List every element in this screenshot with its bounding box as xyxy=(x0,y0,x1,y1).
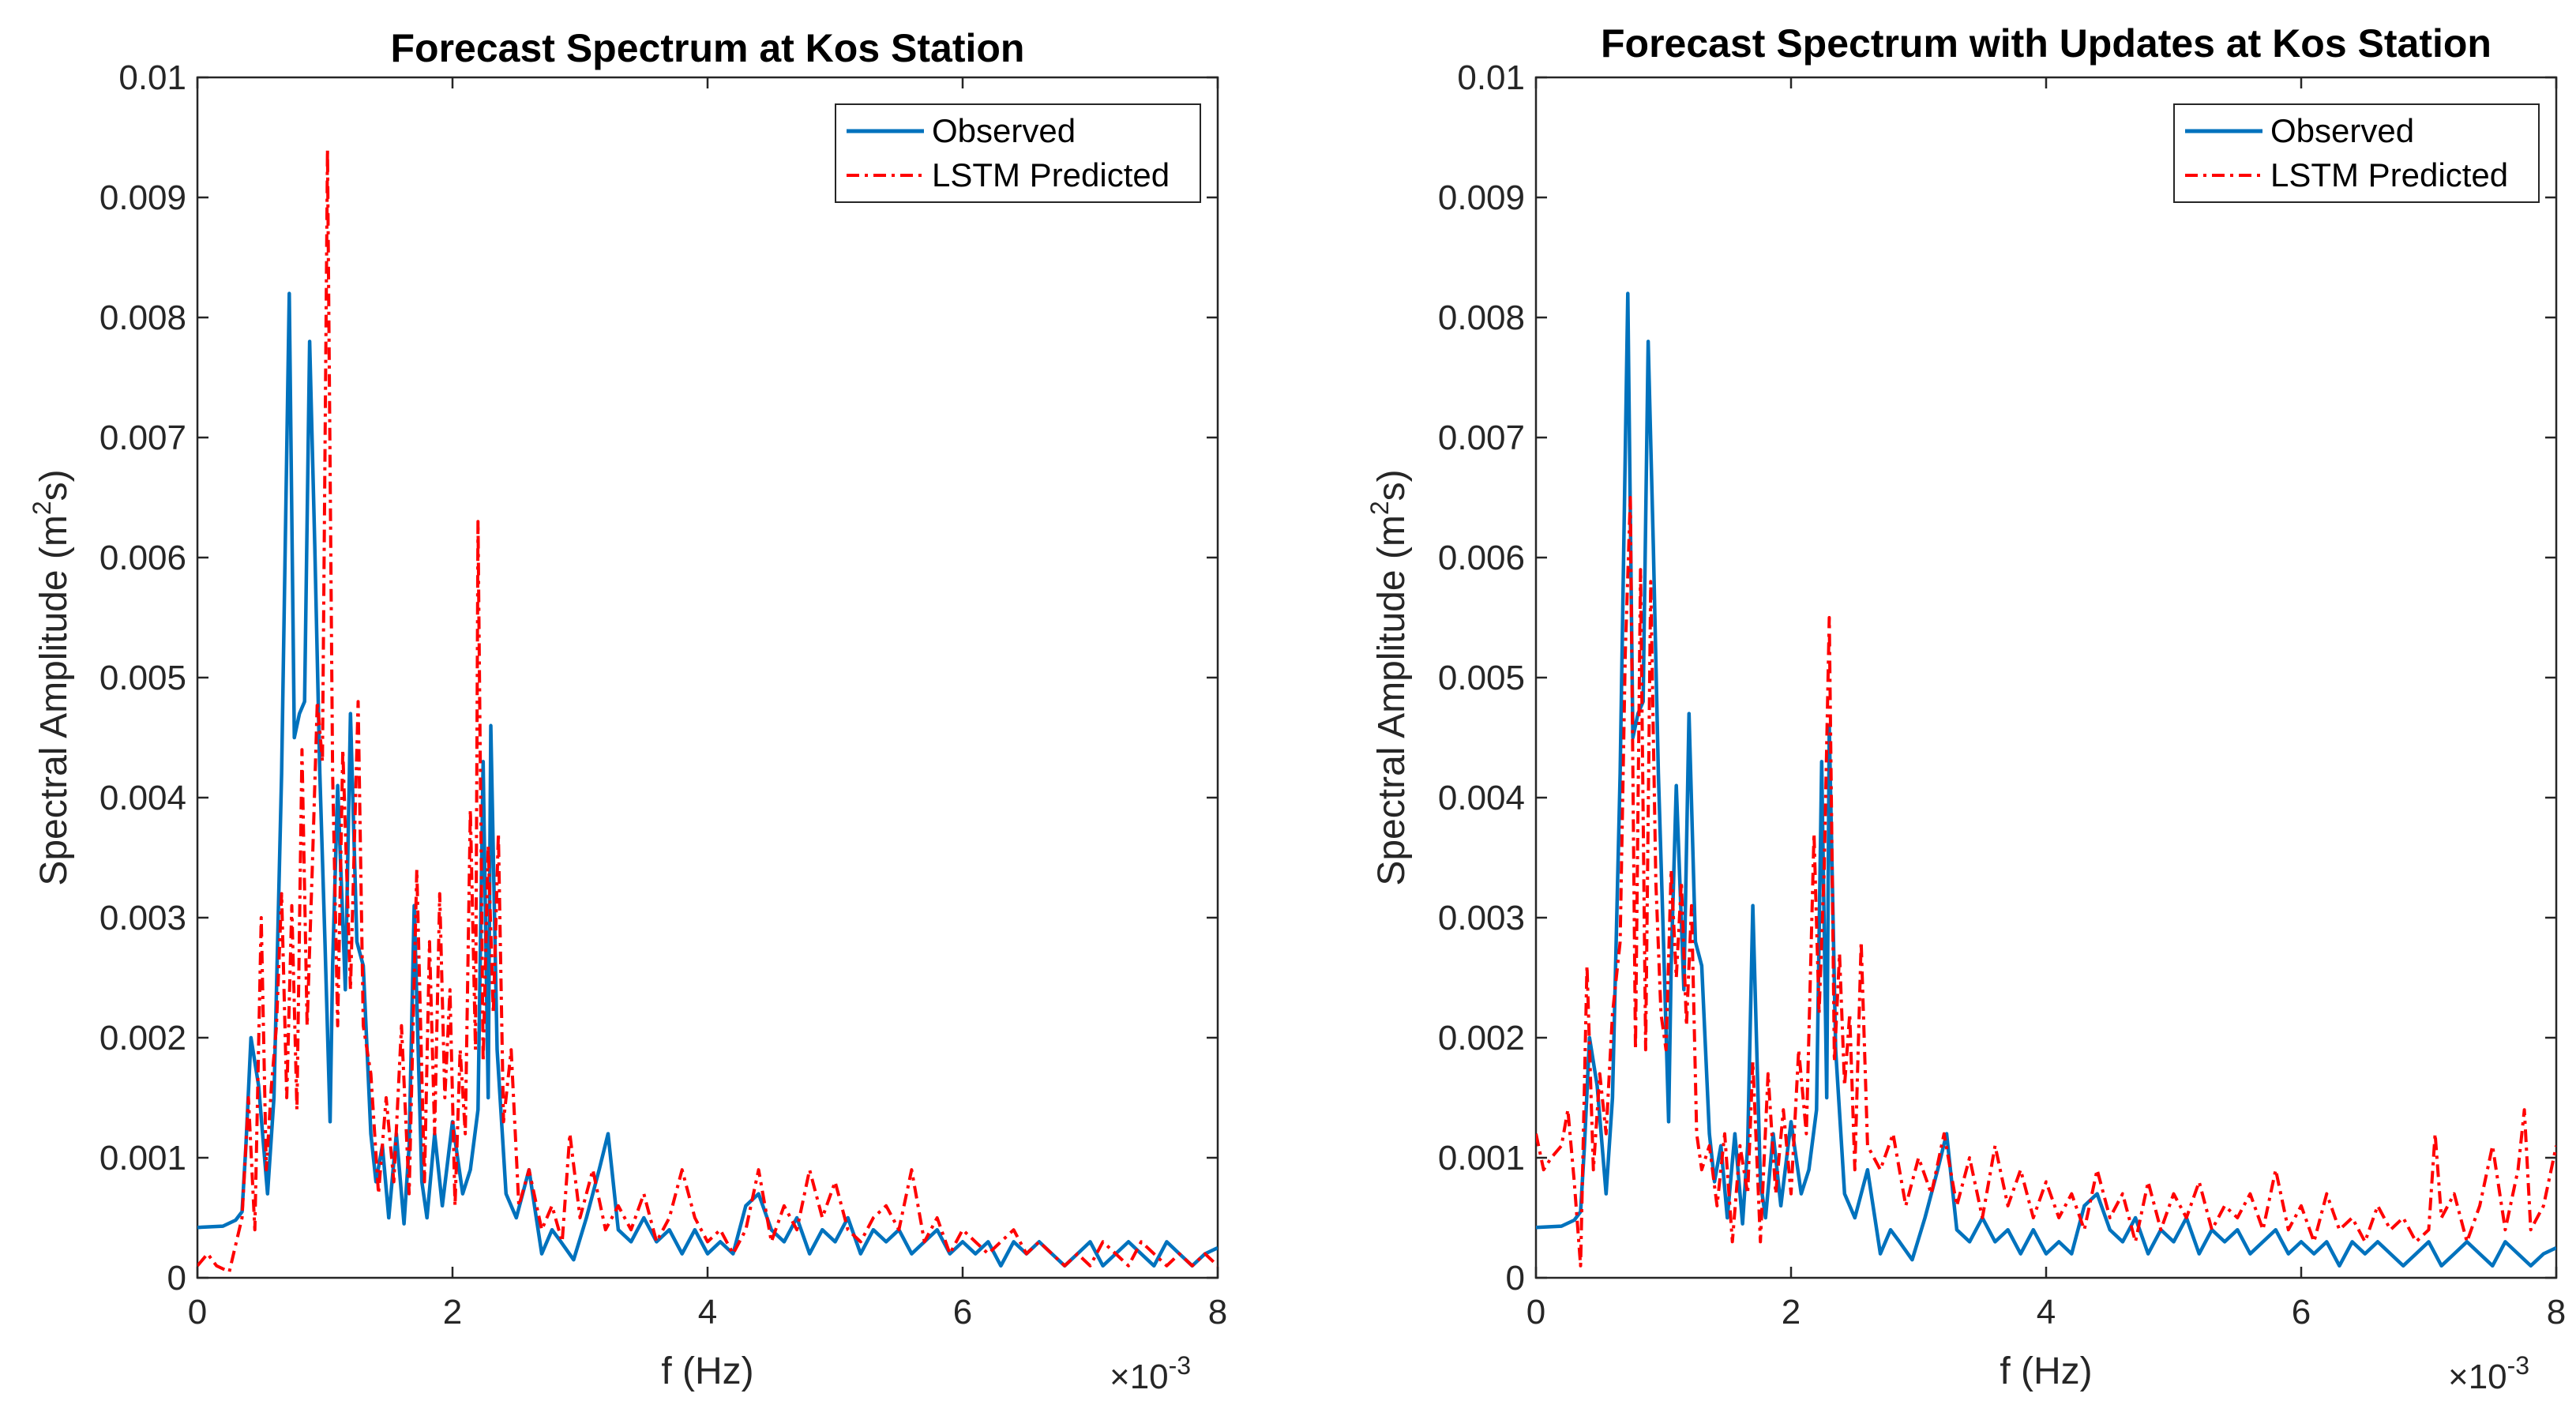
series-layer xyxy=(197,148,1218,1274)
y-axis-label: Spectral Amplitude (m2s) xyxy=(1365,469,1413,885)
y-tick-label: 0.01 xyxy=(118,58,186,97)
y-tick-label: 0.002 xyxy=(100,1019,186,1057)
x-axis-exponent: ×10-3 xyxy=(1110,1351,1191,1396)
axis-ticks: 0 2 4 6 8 0 0.001 0.002 0.003 0.004 0.005 0.006 0.00… xyxy=(100,58,1227,1331)
x-tick-label: 4 xyxy=(698,1293,717,1331)
x-tick-label: 2 xyxy=(1782,1293,1801,1331)
y-tick-label: 0.001 xyxy=(100,1139,186,1177)
legend-label-observed: Observed xyxy=(932,112,1076,149)
chart-title: Forecast Spectrum with Updates at Kos St… xyxy=(1601,21,2492,66)
x-exponent-power: -3 xyxy=(2507,1351,2529,1380)
x-tick-label: 0 xyxy=(1526,1293,1545,1331)
legend-label-lstm: LSTM Predicted xyxy=(2270,156,2508,193)
chart-title: Forecast Spectrum at Kos Station xyxy=(391,26,1025,70)
y-tick-label: 0.006 xyxy=(1438,539,1525,577)
legend-box xyxy=(835,103,1201,203)
y-tick-label: 0.008 xyxy=(100,299,186,337)
y-label-base: Spectral Amplitude (m xyxy=(1371,515,1413,886)
y-tick-label: 0.005 xyxy=(1438,659,1525,697)
x-tick-label: 0 xyxy=(188,1293,207,1331)
series-line-observed xyxy=(197,291,1218,1268)
x-axis-label: f (Hz) xyxy=(2000,1350,2092,1392)
y-label-sup: 2 xyxy=(1365,501,1394,515)
y-tick-label: 0.007 xyxy=(100,419,186,457)
legend: Observed LSTM Predicted xyxy=(835,103,1201,203)
x-tick-label: 8 xyxy=(2547,1293,2566,1331)
series-layer xyxy=(1536,291,2556,1268)
chart-left: 0 2 4 6 8 0 0.001 0.002 0.003 0.004 0.005 0.006 0.00… xyxy=(28,26,1227,1396)
y-tick-label: 0.006 xyxy=(100,539,186,577)
chart-right: 0 2 4 6 8 0 0.001 0.002 0.003 0.004 0.005 0.006 0.00… xyxy=(1365,21,2566,1396)
x-tick-label: 4 xyxy=(2037,1293,2056,1331)
x-tick-label: 2 xyxy=(443,1293,462,1331)
y-tick-label: 0 xyxy=(1506,1259,1525,1298)
y-tick-label: 0.007 xyxy=(1438,419,1525,457)
y-tick-label: 0.001 xyxy=(1438,1139,1525,1177)
series-line-lstm-predicted xyxy=(1536,496,2556,1268)
y-tick-label: 0.004 xyxy=(100,779,186,817)
axis-ticks: 0 2 4 6 8 0 0.001 0.002 0.003 0.004 0.005 0.006 0.00… xyxy=(1438,58,2566,1331)
legend-box xyxy=(2173,103,2540,203)
y-tick-label: 0.008 xyxy=(1438,299,1525,337)
y-tick-label: 0.004 xyxy=(1438,779,1525,817)
x-axis-exponent: ×10-3 xyxy=(2448,1351,2529,1396)
y-tick-label: 0 xyxy=(167,1259,186,1298)
x-tick-label: 6 xyxy=(2292,1293,2311,1331)
x-tick-label: 6 xyxy=(953,1293,972,1331)
x-exponent-base: ×10 xyxy=(2448,1358,2507,1396)
y-label-base: Spectral Amplitude (m xyxy=(33,515,75,886)
y-tick-label: 0.003 xyxy=(1438,899,1525,937)
y-tick-label: 0.002 xyxy=(1438,1019,1525,1057)
y-tick-label: 0.005 xyxy=(100,659,186,697)
y-tick-label: 0.01 xyxy=(1457,58,1525,97)
x-axis-label: f (Hz) xyxy=(661,1350,753,1392)
x-tick-label: 8 xyxy=(1208,1293,1227,1331)
legend: Observed LSTM Predicted xyxy=(2173,103,2540,203)
legend-label-lstm: LSTM Predicted xyxy=(932,156,1170,193)
y-axis-label: Spectral Amplitude (m2s) xyxy=(28,469,75,885)
y-tick-label: 0.009 xyxy=(100,178,186,217)
x-exponent-base: ×10 xyxy=(1110,1358,1169,1396)
y-label-sup: 2 xyxy=(28,501,56,515)
y-tick-label: 0.003 xyxy=(100,899,186,937)
x-exponent-power: -3 xyxy=(1169,1351,1191,1380)
y-label-tail: s) xyxy=(1371,469,1413,501)
y-tick-label: 0.009 xyxy=(1438,178,1525,217)
series-line-observed xyxy=(1536,291,2556,1268)
legend-label-observed: Observed xyxy=(2270,112,2414,149)
y-label-tail: s) xyxy=(33,469,75,501)
